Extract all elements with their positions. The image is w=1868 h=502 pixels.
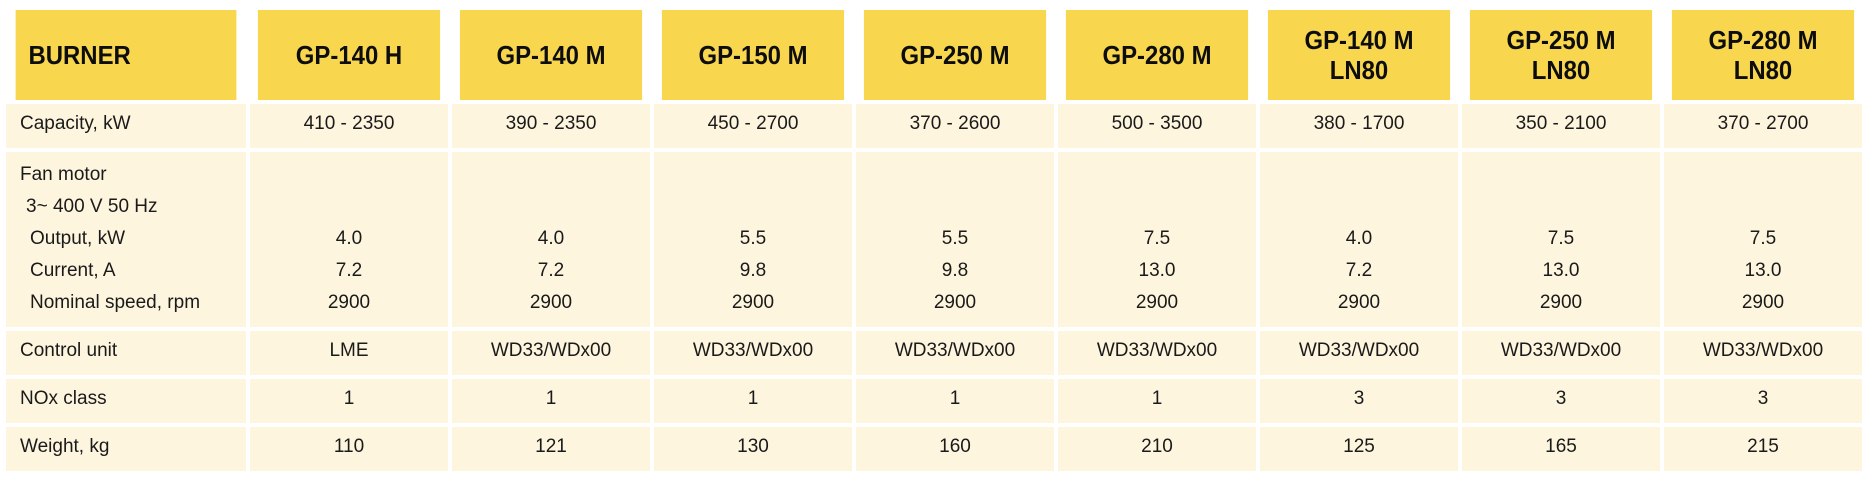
table-cell: WD33/WDx00 [1462, 331, 1660, 375]
table-cell: 125 [1260, 427, 1458, 471]
burner-spec-table: BURNER GP-140 H GP-140 M GP-150 M GP-250… [2, 6, 1866, 475]
table-cell: 7.5 13.0 2900 [1058, 152, 1256, 327]
nox-class-row: NOx class 1 1 1 1 1 3 3 3 [6, 379, 1862, 423]
header-model: GP-280 M [1065, 10, 1249, 100]
table-cell: 160 [856, 427, 1054, 471]
table-cell: 410 - 2350 [250, 104, 448, 148]
table-cell: 450 - 2700 [654, 104, 852, 148]
header-model: GP-250 M LN80 [1469, 10, 1653, 100]
weight-row: Weight, kg 110 121 130 160 210 125 165 2… [6, 427, 1862, 471]
fan-motor-supply: 3~ 400 V 50 Hz [26, 196, 158, 217]
table-cell: 110 [250, 427, 448, 471]
table-cell: 3 [1664, 379, 1862, 423]
table-cell: 165 [1462, 427, 1660, 471]
row-label: Weight, kg [6, 427, 246, 471]
table-cell: 7.5 13.0 2900 [1664, 152, 1862, 327]
table-cell: 3 [1260, 379, 1458, 423]
table-cell: 5.5 9.8 2900 [856, 152, 1054, 327]
fan-motor-row: Fan motor 3~ 400 V 50 Hz Output, kW Curr… [6, 152, 1862, 327]
header-model: GP-250 M [863, 10, 1047, 100]
table-cell: 370 - 2700 [1664, 104, 1862, 148]
table-cell: 390 - 2350 [452, 104, 650, 148]
table-cell: 1 [856, 379, 1054, 423]
table-cell: 370 - 2600 [856, 104, 1054, 148]
row-label: Capacity, kW [6, 104, 246, 148]
table-cell: 7.5 13.0 2900 [1462, 152, 1660, 327]
table-cell: 4.0 7.2 2900 [452, 152, 650, 327]
table-cell: 380 - 1700 [1260, 104, 1458, 148]
table-cell: WD33/WDx00 [1058, 331, 1256, 375]
table-cell: WD33/WDx00 [1664, 331, 1862, 375]
table-cell: 1 [250, 379, 448, 423]
control-unit-row: Control unit LME WD33/WDx00 WD33/WDx00 W… [6, 331, 1862, 375]
table-cell: 1 [452, 379, 650, 423]
row-label: Control unit [6, 331, 246, 375]
output-label: Output, kW [30, 228, 126, 249]
header-model: GP-280 M LN80 [1671, 10, 1855, 100]
table-cell: 3 [1462, 379, 1660, 423]
table-cell: 210 [1058, 427, 1256, 471]
header-model: GP-150 M [661, 10, 845, 100]
table-cell: WD33/WDx00 [654, 331, 852, 375]
table-cell: 215 [1664, 427, 1862, 471]
row-label: NOx class [6, 379, 246, 423]
table-cell: 130 [654, 427, 852, 471]
capacity-row: Capacity, kW 410 - 2350 390 - 2350 450 -… [6, 104, 1862, 148]
header-model: GP-140 M LN80 [1267, 10, 1451, 100]
table-cell: 500 - 3500 [1058, 104, 1256, 148]
table-cell: LME [250, 331, 448, 375]
table-cell: 350 - 2100 [1462, 104, 1660, 148]
table-cell: 1 [654, 379, 852, 423]
table-cell: 5.5 9.8 2900 [654, 152, 852, 327]
row-label: Fan motor 3~ 400 V 50 Hz Output, kW Curr… [6, 152, 246, 327]
header-burner-label: BURNER [15, 10, 237, 100]
table-cell: WD33/WDx00 [856, 331, 1054, 375]
table-cell: WD33/WDx00 [1260, 331, 1458, 375]
current-label: Current, A [30, 260, 116, 281]
speed-label: Nominal speed, rpm [30, 292, 201, 313]
header-model: GP-140 H [257, 10, 441, 100]
table-cell: 4.0 7.2 2900 [250, 152, 448, 327]
header-model: GP-140 M [459, 10, 643, 100]
table-cell: 4.0 7.2 2900 [1260, 152, 1458, 327]
header-row: BURNER GP-140 H GP-140 M GP-150 M GP-250… [6, 10, 1862, 100]
fan-motor-label: Fan motor [20, 164, 107, 185]
table-cell: 1 [1058, 379, 1256, 423]
table-cell: WD33/WDx00 [452, 331, 650, 375]
table-cell: 121 [452, 427, 650, 471]
